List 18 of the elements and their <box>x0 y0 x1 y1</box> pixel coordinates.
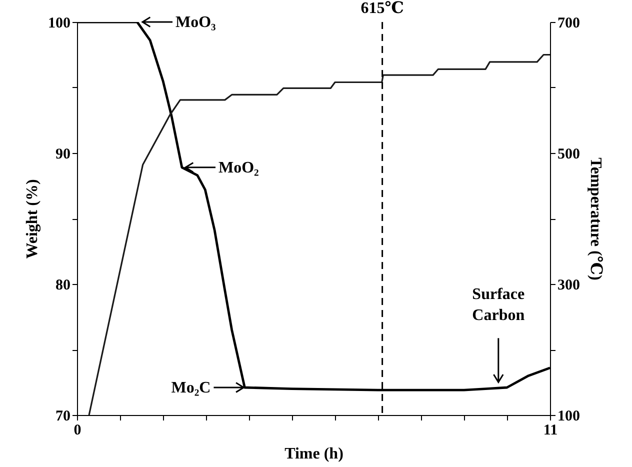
y-tick-label: 100 <box>48 16 70 32</box>
y2-tick-label: 700 <box>558 16 580 32</box>
x-axis-title: Time (h) <box>284 446 344 462</box>
y2-tick-label: 100 <box>558 408 580 424</box>
ref-line-label: 615℃ <box>360 0 404 17</box>
y-tick-label: 90 <box>56 146 70 162</box>
y-tick-label: 80 <box>56 278 70 294</box>
x-tick-label: 11 <box>543 422 558 438</box>
y2-axis-title: Temperature (℃) <box>587 158 604 280</box>
annotation: Mo₂C <box>171 379 211 396</box>
y-axis-title: Weight (%) <box>24 179 41 259</box>
y-tick-label: 70 <box>56 408 70 424</box>
annotation: MoO₃ <box>176 14 216 31</box>
annotation: MoO₂ <box>218 159 260 176</box>
x-tick-label: 0 <box>74 422 82 438</box>
annotation: Surface Carbon <box>472 286 525 324</box>
y2-tick-label: 300 <box>558 278 580 294</box>
y2-tick-label: 500 <box>558 146 580 162</box>
